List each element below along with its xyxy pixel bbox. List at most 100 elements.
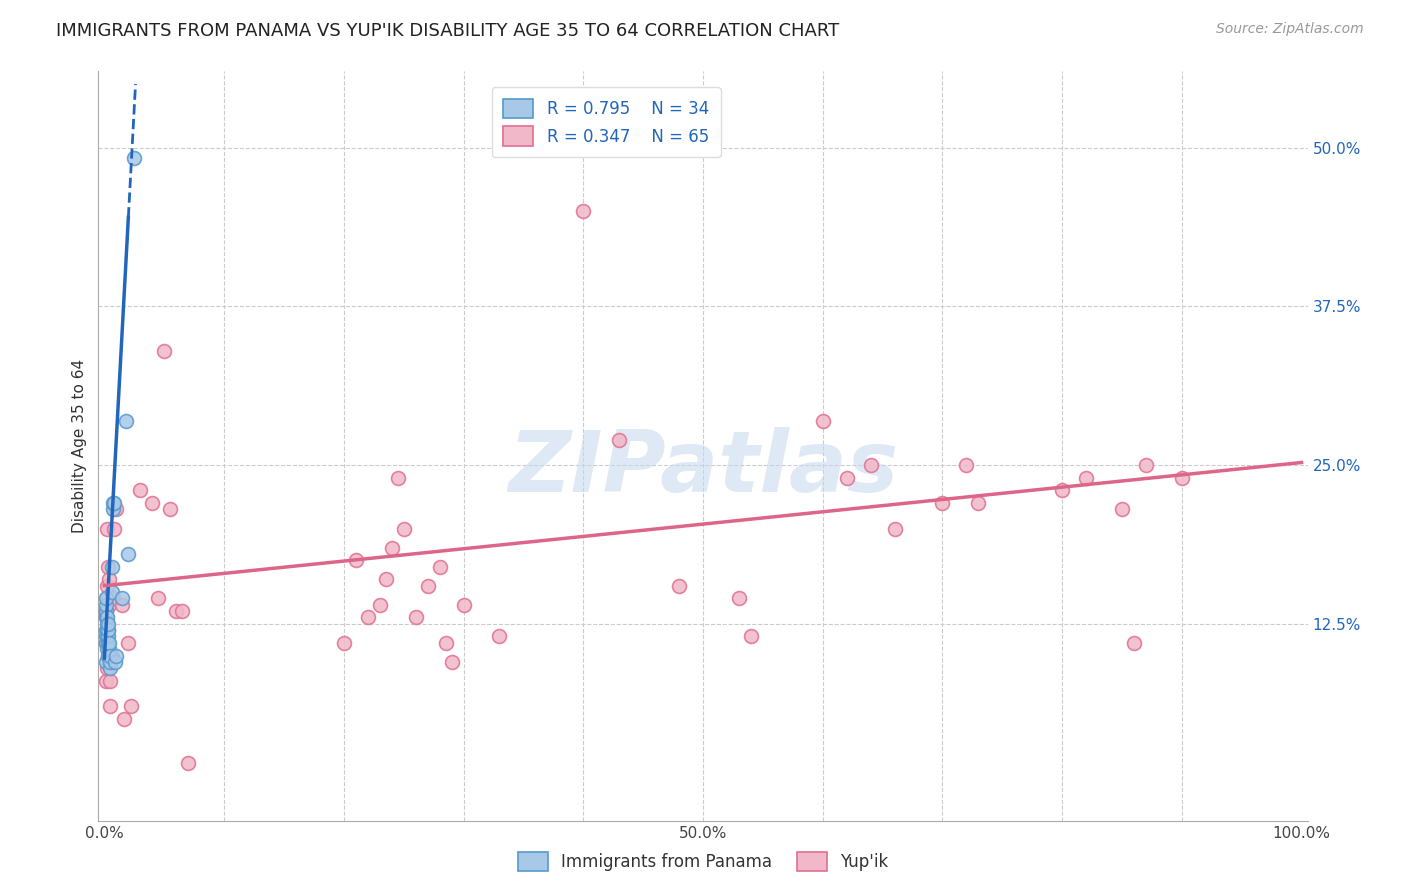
Text: Source: ZipAtlas.com: Source: ZipAtlas.com	[1216, 22, 1364, 37]
Point	[153, 343, 176, 358]
Point	[94, 591, 117, 606]
Point	[172, 604, 194, 618]
Point	[94, 673, 117, 688]
Point	[100, 673, 122, 688]
Point	[97, 559, 120, 574]
Point	[100, 661, 122, 675]
Point	[94, 636, 117, 650]
Point	[835, 471, 858, 485]
Point	[357, 610, 380, 624]
Point	[100, 559, 122, 574]
Point	[955, 458, 977, 472]
Point	[1111, 502, 1133, 516]
Point	[429, 559, 451, 574]
Point	[94, 610, 117, 624]
Point	[103, 496, 125, 510]
Point	[100, 585, 122, 599]
Point	[392, 522, 415, 536]
Point	[96, 623, 118, 637]
Point	[740, 630, 762, 644]
Point	[368, 598, 391, 612]
Point	[488, 630, 510, 644]
Point	[94, 598, 117, 612]
Point	[440, 655, 463, 669]
Point	[98, 636, 121, 650]
Point	[96, 630, 118, 644]
Point	[1135, 458, 1157, 472]
Point	[148, 591, 170, 606]
Point	[967, 496, 990, 510]
Point	[96, 610, 118, 624]
Point	[416, 579, 439, 593]
Point	[96, 661, 118, 675]
Point	[141, 496, 163, 510]
Point	[100, 648, 122, 663]
Point	[97, 623, 120, 637]
Point	[97, 648, 120, 663]
Point	[129, 483, 152, 498]
Point	[100, 699, 122, 714]
Point	[434, 636, 457, 650]
Point	[728, 591, 751, 606]
Point	[101, 496, 124, 510]
Point	[96, 522, 118, 536]
Legend: Immigrants from Panama, Yup'ik: Immigrants from Panama, Yup'ik	[509, 844, 897, 880]
Point	[105, 502, 128, 516]
Point	[100, 655, 122, 669]
Point	[117, 636, 139, 650]
Point	[333, 636, 356, 650]
Point	[177, 756, 200, 771]
Point	[96, 630, 118, 644]
Point	[111, 598, 134, 612]
Point	[104, 655, 127, 669]
Point	[1171, 471, 1194, 485]
Point	[859, 458, 882, 472]
Point	[159, 502, 181, 516]
Point	[97, 616, 120, 631]
Point	[572, 204, 595, 219]
Point	[668, 579, 690, 593]
Point	[96, 642, 118, 657]
Point	[101, 591, 124, 606]
Point	[96, 579, 118, 593]
Text: IMMIGRANTS FROM PANAMA VS YUP'IK DISABILITY AGE 35 TO 64 CORRELATION CHART: IMMIGRANTS FROM PANAMA VS YUP'IK DISABIL…	[56, 22, 839, 40]
Point	[97, 648, 120, 663]
Point	[387, 471, 409, 485]
Point	[381, 541, 404, 555]
Point	[117, 547, 139, 561]
Point	[96, 591, 118, 606]
Point	[97, 623, 120, 637]
Point	[405, 610, 427, 624]
Text: ZIPatlas: ZIPatlas	[508, 427, 898, 510]
Point	[101, 502, 124, 516]
Point	[100, 648, 122, 663]
Point	[112, 712, 135, 726]
Point	[97, 636, 120, 650]
Point	[1050, 483, 1073, 498]
Y-axis label: Disability Age 35 to 64: Disability Age 35 to 64	[72, 359, 87, 533]
Point	[1074, 471, 1097, 485]
Point	[96, 616, 118, 631]
Point	[453, 598, 475, 612]
Point	[344, 553, 367, 567]
Point	[120, 699, 142, 714]
Point	[165, 604, 187, 618]
Point	[98, 572, 121, 586]
Point	[883, 522, 905, 536]
Point	[931, 496, 953, 510]
Point	[103, 522, 125, 536]
Point	[94, 655, 117, 669]
Point	[105, 648, 128, 663]
Point	[94, 604, 117, 618]
Point	[1123, 636, 1146, 650]
Point	[111, 591, 134, 606]
Point	[607, 433, 630, 447]
Point	[124, 151, 146, 165]
Point	[94, 604, 117, 618]
Point	[94, 630, 117, 644]
Point	[115, 414, 138, 428]
Point	[98, 598, 121, 612]
Point	[811, 414, 834, 428]
Point	[98, 642, 121, 657]
Point	[94, 610, 117, 624]
